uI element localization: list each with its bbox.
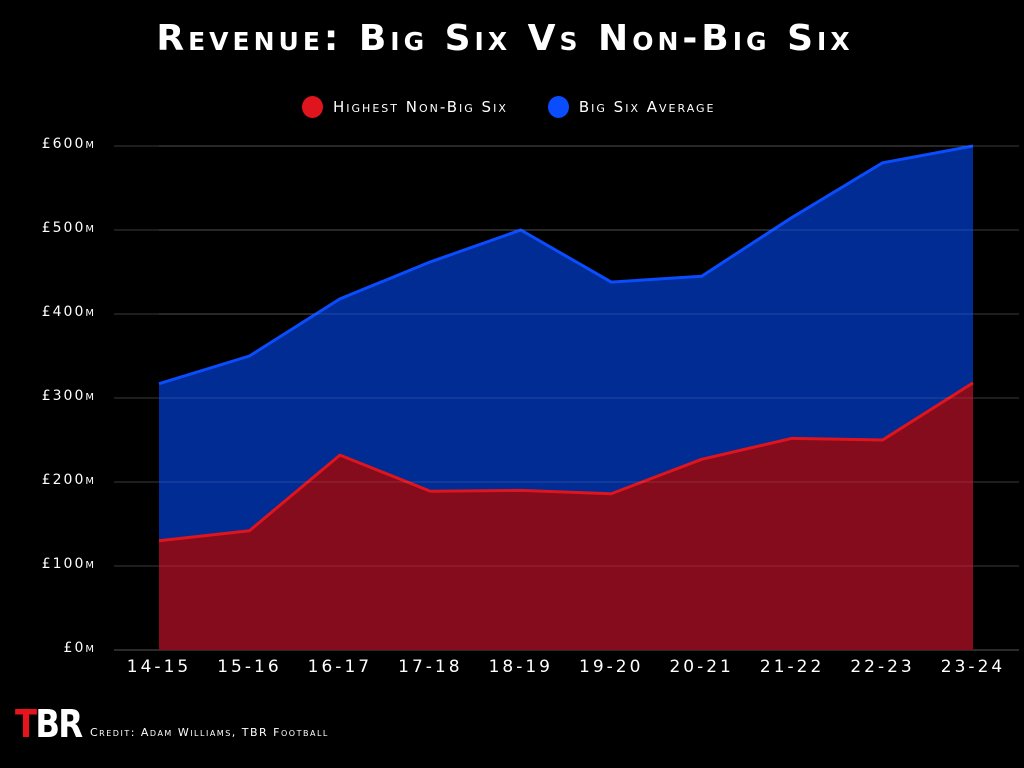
red-dot-icon [302, 96, 323, 118]
x-tick-label: 14-15 [126, 657, 192, 677]
legend-item-big-six: Big Six Average [547, 96, 716, 118]
credit-text: Credit: Adam Williams, TBR Football [90, 726, 329, 739]
non-big-six-area [159, 382, 973, 650]
legend-label: Big Six Average [578, 98, 716, 116]
y-tick-label: £600m [41, 136, 96, 152]
blue-dot-icon [547, 96, 569, 118]
big-six-line [158, 144, 974, 386]
y-tick-label: £100m [41, 556, 96, 572]
legend: Highest Non-Big Six Big Six Average [302, 96, 756, 118]
x-tick-label: 21-22 [759, 657, 825, 677]
x-tick-label: 22-23 [850, 657, 915, 677]
y-tick-label: £200m [41, 472, 96, 488]
logo-br: BR [35, 702, 83, 746]
legend-item-non-big-six: Highest Non-Big Six [302, 96, 508, 118]
legend-label: Highest Non-Big Six [333, 98, 508, 116]
x-tick-label: 20-21 [669, 657, 734, 677]
x-tick-label: 15-16 [217, 657, 282, 677]
y-tick-label: £500m [41, 220, 96, 236]
logo-t: T [15, 702, 37, 746]
y-tick-label: £300m [41, 388, 96, 404]
tbr-logo: TBR [15, 702, 83, 746]
x-tick-label: 16-17 [307, 657, 373, 677]
chart-title: Revenue: Big Six Vs Non-Big Six [156, 18, 854, 59]
y-tick-label: £0m [63, 640, 96, 656]
non-big-six-line [158, 381, 974, 543]
x-tick-label: 19-20 [579, 657, 644, 677]
x-tick-label: 23-24 [940, 657, 1006, 677]
y-tick-label: £400m [41, 304, 96, 320]
x-tick-label: 18-19 [488, 657, 553, 677]
x-tick-label: 17-18 [398, 657, 463, 677]
